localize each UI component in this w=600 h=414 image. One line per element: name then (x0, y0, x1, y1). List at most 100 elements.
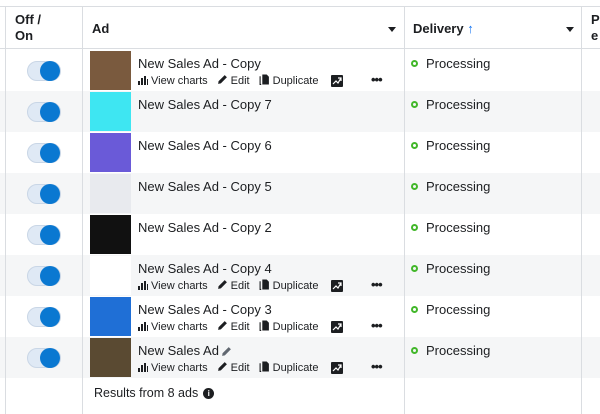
edit-button[interactable]: Edit (217, 320, 250, 334)
bar-chart-icon (138, 280, 151, 293)
status-dot-icon (411, 60, 418, 67)
trend-chart-icon[interactable] (331, 280, 346, 292)
ad-thumbnail (90, 215, 131, 254)
ad-thumbnail (90, 338, 131, 377)
pencil-icon (217, 361, 231, 375)
bar-chart-icon (138, 362, 151, 375)
edit-label: Edit (230, 362, 250, 374)
on-off-toggle[interactable] (27, 307, 61, 327)
toggle-knob (40, 348, 60, 368)
table-row: New Sales Ad - Copy 4 View charts Edit D… (0, 255, 600, 296)
delivery-status: Processing (411, 261, 490, 276)
toggle-knob (40, 143, 60, 163)
col-delivery[interactable]: Delivery ↑ (413, 21, 474, 36)
more-options-icon[interactable]: ••• (371, 72, 383, 87)
status-dot-icon (411, 183, 418, 190)
view-charts-button[interactable]: View charts (138, 280, 208, 293)
more-options-icon[interactable]: ••• (371, 277, 383, 292)
delivery-status: Processing (411, 97, 490, 112)
duplicate-icon (259, 320, 273, 334)
ad-name[interactable]: New Sales Ad - Copy 3 (138, 302, 272, 317)
duplicate-icon (259, 361, 273, 375)
table-row: New Sales Ad - Copy 5 Processing (0, 173, 600, 214)
col-ad[interactable]: Ad (92, 21, 110, 36)
more-options-icon[interactable]: ••• (371, 359, 383, 374)
duplicate-button[interactable]: Duplicate (259, 279, 318, 293)
delivery-column-menu-icon[interactable] (566, 27, 574, 32)
duplicate-button[interactable]: Duplicate (259, 74, 318, 88)
row-actions: View charts Edit Duplicate (138, 279, 355, 293)
sort-ascending-icon[interactable]: ↑ (467, 21, 474, 36)
col-divider (404, 7, 405, 414)
duplicate-button[interactable]: Duplicate (259, 361, 318, 375)
delivery-status: Processing (411, 302, 490, 317)
view-charts-button[interactable]: View charts (138, 321, 208, 334)
col-off-on[interactable]: Off / On (15, 12, 41, 43)
view-charts-button[interactable]: View charts (138, 362, 208, 375)
on-off-toggle[interactable] (27, 143, 61, 163)
results-summary: Results from 8 ads i (94, 386, 215, 400)
view-charts-label: View charts (151, 362, 208, 374)
on-off-toggle[interactable] (27, 61, 61, 81)
row-actions: View charts Edit Duplicate (138, 320, 355, 334)
duplicate-button[interactable]: Duplicate (259, 320, 319, 334)
on-off-toggle[interactable] (27, 225, 61, 245)
status-text: Processing (426, 343, 491, 358)
trend-chart-icon[interactable] (331, 362, 346, 374)
toggle-knob (40, 184, 60, 204)
status-text: Processing (426, 179, 491, 194)
table-header: Off / On Ad Delivery ↑ P e (0, 7, 600, 49)
table-row: New Sales Ad - Copy 6 Processing (0, 132, 600, 173)
rename-pencil-icon[interactable] (221, 344, 232, 362)
on-off-toggle[interactable] (27, 266, 61, 286)
info-icon[interactable]: i (203, 387, 215, 399)
more-options-icon[interactable]: ••• (371, 318, 383, 333)
toggle-knob (40, 225, 60, 245)
row-actions: View charts Edit Duplicate (138, 74, 355, 88)
toggle-knob (40, 266, 60, 286)
edit-button[interactable]: Edit (217, 74, 250, 88)
duplicate-label: Duplicate (272, 321, 319, 333)
status-text: Processing (426, 302, 491, 317)
ad-thumbnail (90, 51, 131, 90)
table-row: New Sales Ad View charts Edit Duplicate … (0, 337, 600, 378)
edit-button[interactable]: Edit (217, 361, 250, 375)
trend-chart-icon[interactable] (331, 75, 346, 87)
col-divider (5, 7, 6, 414)
ad-name[interactable]: New Sales Ad - Copy 5 (138, 179, 272, 194)
table-row: New Sales Ad - Copy 7 Processing (0, 91, 600, 132)
ad-name[interactable]: New Sales Ad - Copy 4 (138, 261, 272, 276)
delivery-status: Processing (411, 56, 490, 71)
ad-column-menu-icon[interactable] (388, 27, 396, 32)
on-off-toggle[interactable] (27, 102, 61, 122)
view-charts-button[interactable]: View charts (138, 75, 208, 88)
pencil-icon (217, 279, 231, 293)
edit-label: Edit (230, 280, 250, 292)
status-text: Processing (426, 56, 491, 71)
on-off-toggle[interactable] (27, 184, 61, 204)
toggle-knob (40, 307, 60, 327)
col-divider (82, 7, 83, 414)
status-dot-icon (411, 224, 418, 231)
table-row: New Sales Ad - Copy 2 Processing (0, 214, 600, 255)
on-off-toggle[interactable] (27, 348, 61, 368)
edit-button[interactable]: Edit (217, 279, 250, 293)
ad-name[interactable]: New Sales Ad - Copy 7 (138, 97, 272, 112)
ad-name[interactable]: New Sales Ad (138, 343, 219, 358)
toggle-knob (40, 61, 60, 81)
ad-thumbnail (90, 92, 131, 131)
ad-thumbnail (90, 297, 131, 336)
delivery-status: Processing (411, 343, 490, 358)
col-next[interactable]: P e (591, 12, 600, 43)
ad-thumbnail (90, 256, 131, 295)
bar-chart-icon (138, 75, 151, 88)
edit-label: Edit (230, 75, 250, 87)
view-charts-label: View charts (151, 75, 208, 87)
ad-name[interactable]: New Sales Ad - Copy (138, 56, 261, 71)
view-charts-label: View charts (151, 321, 208, 333)
results-text: Results from 8 ads (94, 386, 199, 400)
ad-name[interactable]: New Sales Ad - Copy 2 (138, 220, 272, 235)
top-border (0, 6, 600, 7)
trend-chart-icon[interactable] (331, 321, 346, 333)
ad-name[interactable]: New Sales Ad - Copy 6 (138, 138, 272, 153)
